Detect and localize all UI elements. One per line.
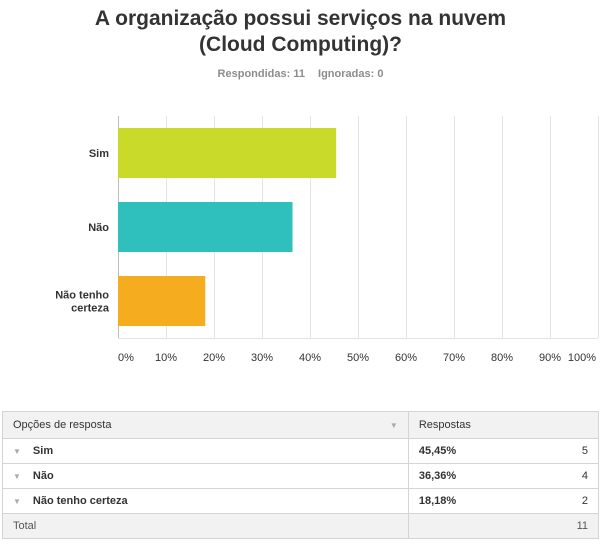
- expand-caret-icon[interactable]: ▼: [13, 472, 21, 481]
- question-title: A organização possui serviços na nuvem (…: [0, 6, 601, 58]
- percent-cell: 36,36%: [407, 463, 519, 489]
- header-options[interactable]: Opções de resposta ▼: [2, 411, 409, 439]
- expand-caret-icon[interactable]: ▼: [13, 447, 21, 456]
- x-tick-label: 60%: [395, 352, 417, 364]
- x-tick-label: 0%: [118, 352, 134, 364]
- option-cell[interactable]: ▼ Não: [2, 463, 409, 489]
- header-responses-label: Respostas: [418, 419, 471, 431]
- question-title-line1: A organização possui serviços na nuvem: [94, 7, 507, 30]
- option-label: Sim: [32, 445, 54, 457]
- bar-chart: 0% 10% 20% 30% 40% 50% 60% 70% 80% 90% 100% Sim Não N…: [55, 116, 599, 364]
- option-label: Não tenho certeza: [32, 495, 128, 507]
- count-cell: 5: [518, 438, 599, 464]
- count-cell: 2: [518, 488, 599, 514]
- total-row: Total 11: [2, 513, 600, 539]
- expand-caret-icon[interactable]: ▼: [13, 497, 21, 506]
- x-tick-label: 50%: [347, 352, 369, 364]
- x-tick-label: 90%: [539, 352, 561, 364]
- x-tick-label: 100%: [568, 352, 596, 364]
- percent-cell: 45,45%: [407, 438, 519, 464]
- skipped-count: Ignoradas: 0: [318, 68, 384, 80]
- question-title-line2: (Cloud Computing)?: [199, 33, 402, 56]
- option-label: Não: [32, 470, 54, 482]
- sort-caret-icon[interactable]: ▼: [389, 421, 398, 430]
- answered-count: Respondidas: 11: [217, 68, 305, 80]
- percent-cell: 18,18%: [407, 488, 519, 514]
- total-label: Total: [2, 513, 409, 539]
- response-table: Opções de resposta ▼ Respostas ▼ Sim 45,45…: [2, 411, 600, 539]
- bar: [118, 276, 206, 326]
- x-tick-label: 70%: [443, 352, 465, 364]
- count-cell: 4: [518, 463, 599, 489]
- x-tick-label: 10%: [155, 352, 177, 364]
- bar: [118, 128, 337, 178]
- x-tick-label: 20%: [203, 352, 225, 364]
- x-tick-label: 80%: [491, 352, 513, 364]
- category-label: Sim: [89, 148, 109, 160]
- option-cell[interactable]: ▼ Não tenho certeza: [2, 488, 409, 514]
- category-label: Não: [88, 222, 109, 234]
- x-tick-label: 30%: [251, 352, 273, 364]
- table-row: ▼ Não 36,36% 4: [2, 463, 599, 489]
- option-cell[interactable]: ▼ Sim: [2, 438, 409, 464]
- table-row: ▼ Não tenho certeza 18,18% 2: [2, 488, 599, 514]
- category-label: Não tenho certeza: [55, 290, 110, 315]
- header-options-label: Opções de resposta: [13, 419, 112, 431]
- x-tick-label: 40%: [299, 352, 321, 364]
- bar: [118, 202, 293, 252]
- total-count: 11: [408, 513, 600, 539]
- header-responses[interactable]: Respostas: [407, 411, 600, 439]
- response-stats: Respondidas: 11 Ignoradas: 0: [0, 68, 601, 80]
- table-row: ▼ Sim 45,45% 5: [2, 438, 599, 464]
